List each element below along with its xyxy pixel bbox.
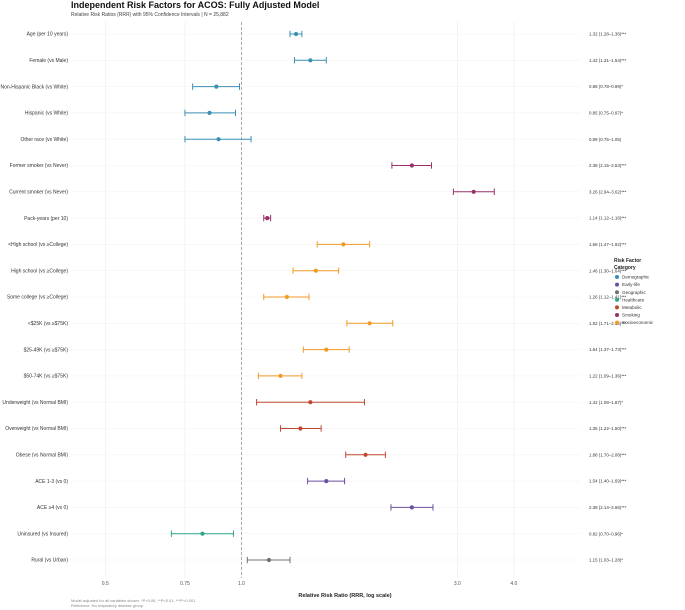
chart-subtitle: Relative Risk Ratios (RRR) with 95% Conf… [71, 12, 229, 18]
row-label: Overweight (vs Normal BMI) [5, 426, 68, 432]
rrr-annotation: 1.92 (1.71–2.16)*** [589, 321, 627, 326]
row-label: Some college (vs ≥College) [7, 295, 68, 301]
row-label: Pack-years (per 10) [24, 216, 68, 222]
x-tick-label: 0.75 [180, 581, 190, 587]
grid-lines [71, 22, 580, 578]
point-estimate [266, 557, 272, 563]
row-label: Non-Hispanic Black (vs White) [0, 84, 68, 90]
legend-swatch [615, 275, 619, 279]
legend: Risk Factor Category Demographic Early-li… [614, 258, 654, 325]
x-axis: 0.5 0.75 1.0 3.0 4.0 [102, 581, 518, 587]
point-estimate [308, 58, 313, 63]
row-label: Age (per 10 years) [27, 32, 69, 38]
rrr-annotation: 1.54 (1.37–1.73)*** [589, 347, 627, 352]
legend-item: Early-life [622, 282, 640, 287]
point-estimate [216, 137, 221, 142]
row-label: Obese (vs Normal BMI) [16, 453, 69, 459]
rrr-annotation: 0.89 (0.75–1.05) [589, 137, 622, 142]
row-label: Female (vs Male) [29, 58, 68, 64]
row-label: Hispanic (vs White) [25, 111, 68, 117]
row-label: Former smoker (vs Never) [10, 163, 69, 169]
rrr-annotation: 1.35 (1.22–1.50)*** [589, 426, 627, 431]
row-label: $50-74K (vs ≥$75K) [24, 374, 69, 380]
legend-item: Demographic [622, 275, 650, 280]
rrr-annotation: 1.26 (1.12–1.41)*** [589, 295, 627, 300]
row-label: Other race (vs White) [20, 137, 68, 143]
point-estimate [341, 242, 346, 247]
point-estimate [200, 531, 205, 536]
rrr-annotation: 1.15 (1.03–1.28)* [589, 558, 623, 563]
point-estimate [214, 84, 219, 89]
point-estimate [308, 400, 313, 405]
point-estimate [278, 373, 283, 378]
legend-title: Risk Factor [614, 258, 641, 264]
point-estimate [265, 216, 270, 221]
point-estimate [324, 479, 329, 484]
rrr-annotation: 1.46 (1.30–1.64)*** [589, 268, 627, 273]
legend-item: Socioeconomic [622, 320, 654, 325]
forest-rows: Age (per 10 years) 1.32 (1.28–1.36)*** Fem… [0, 30, 627, 564]
chart-title: Independent Risk Factors for ACOS: Fully… [71, 0, 319, 10]
point-estimate [363, 452, 368, 457]
point-estimate [313, 268, 318, 273]
row-label: $25-49K (vs ≥$75K) [24, 347, 69, 353]
legend-item: Metabolic [622, 305, 642, 310]
rrr-annotation: 1.22 (1.09–1.36)*** [589, 374, 627, 379]
legend-swatch [615, 282, 619, 287]
footnote-line2: Reference: No respiratory disease group [71, 603, 144, 608]
point-estimate [409, 163, 414, 168]
rrr-annotation: 1.54 (1.40–1.69)*** [589, 479, 627, 484]
point-estimate [324, 347, 329, 352]
legend-swatch [615, 290, 619, 295]
footnote-line1: Model adjusted for all variables shown. … [71, 598, 196, 603]
x-tick-label: 1.0 [238, 581, 245, 587]
x-axis-label: Relative Risk Ratio (RRR, log scale) [298, 593, 391, 599]
rrr-annotation: 3.26 (2.94–3.62)*** [589, 189, 627, 194]
rrr-annotation: 2.38 (2.14–2.65)*** [589, 505, 627, 510]
point-estimate [298, 426, 303, 431]
rrr-annotation: 0.88 (0.78–0.99)* [589, 84, 623, 89]
rrr-annotation: 1.42 (1.31–1.54)*** [589, 58, 627, 63]
point-estimate [207, 110, 212, 115]
legend-item: Healthcare [622, 297, 645, 302]
row-label: Rural (vs Urban) [31, 558, 68, 564]
row-label: ACE 1-3 (vs 0) [35, 479, 68, 485]
row-label: High school (vs ≥College) [11, 268, 68, 274]
row-label: Uninsured (vs Insured) [17, 531, 68, 537]
legend-item: Geographic [622, 290, 646, 295]
rrr-annotation: 1.14 (1.12–1.16)*** [589, 216, 627, 221]
point-estimate [284, 294, 289, 300]
rrr-annotation: 0.85 (0.75–0.97)* [589, 111, 623, 116]
rrr-annotation: 1.68 (1.47–1.92)*** [589, 242, 627, 247]
legend-title-line2: Category [614, 265, 636, 271]
point-estimate [293, 31, 299, 37]
row-label: <$25K (vs ≥$75K) [28, 321, 68, 327]
rrr-annotation: 1.42 (1.08–1.87)* [589, 400, 623, 405]
rrr-annotation: 1.32 (1.28–1.36)*** [589, 32, 627, 37]
x-tick-label: 4.0 [510, 581, 517, 587]
row-label: <High school (vs ≥College) [8, 242, 68, 248]
legend-swatch [615, 320, 619, 325]
row-label: Current smoker (vs Never) [9, 190, 68, 196]
row-label: Underweight (vs Normal BMI) [2, 400, 68, 406]
x-tick-label: 3.0 [454, 581, 461, 587]
legend-swatch [615, 313, 619, 317]
legend-swatch [615, 297, 619, 302]
x-tick-label: 0.5 [102, 581, 109, 587]
row-label: ACE ≥4 (vs 0) [37, 505, 68, 511]
point-estimate [471, 189, 476, 194]
point-estimate [409, 505, 414, 510]
legend-swatch [615, 305, 619, 310]
legend-item: Smoking [622, 313, 640, 318]
rrr-annotation: 0.82 (0.70–0.96)* [589, 531, 623, 536]
rrr-annotation: 1.88 (1.70–2.08)*** [589, 452, 627, 457]
point-estimate [367, 321, 372, 326]
rrr-annotation: 2.38 (2.15–2.63)*** [589, 163, 627, 168]
